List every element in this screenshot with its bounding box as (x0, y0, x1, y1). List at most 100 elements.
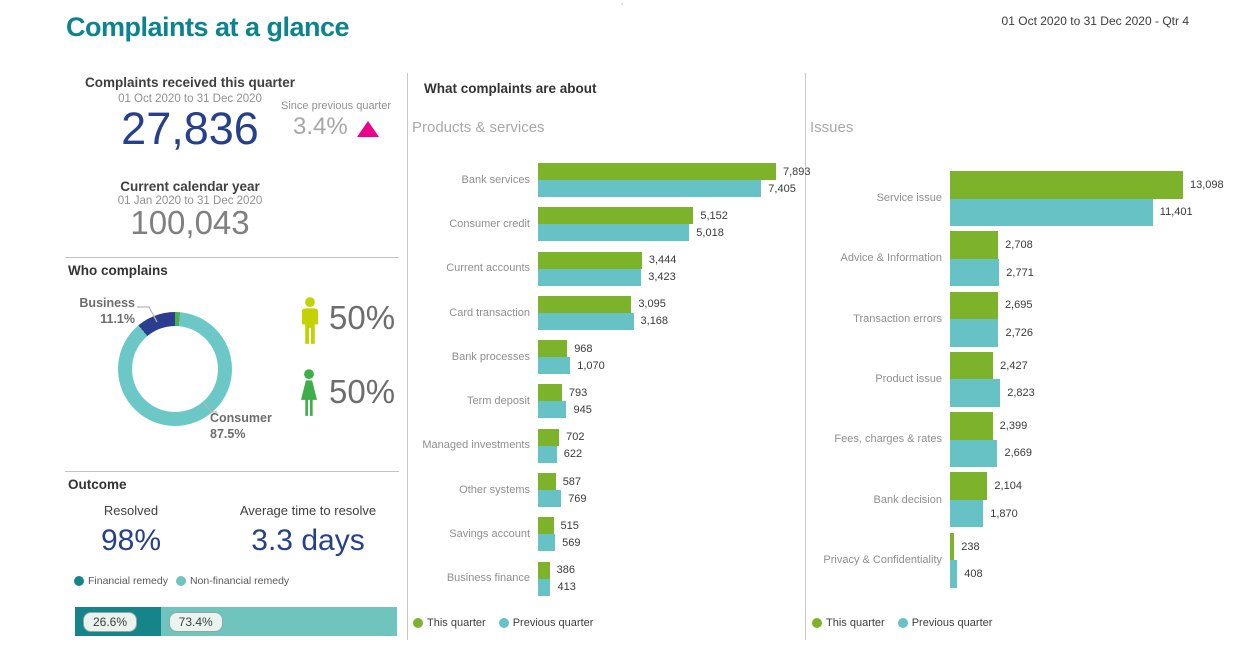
bar-this-quarter[interactable] (538, 340, 568, 358)
category-label: Business finance (446, 572, 530, 585)
value-label: 386 (556, 564, 575, 577)
divider-middle-right (805, 73, 806, 640)
value-label: 702 (566, 431, 585, 444)
nonfinancial-remedy-segment[interactable]: 73.4% (160, 607, 397, 636)
received-title: Complaints received this quarter (84, 75, 296, 90)
bar-previous-quarter[interactable] (950, 439, 998, 468)
bar-previous-quarter[interactable] (538, 534, 556, 552)
category-label: Term deposit (467, 395, 530, 408)
value-label: 569 (562, 536, 581, 549)
female-icon (301, 369, 317, 416)
bar-previous-quarter[interactable] (538, 357, 571, 375)
financial-remedy-dot-icon (74, 576, 84, 586)
category-label: Bank decision (873, 493, 943, 506)
bar-this-quarter[interactable] (538, 163, 776, 180)
bar-this-quarter[interactable] (950, 412, 993, 440)
products-services-chart: Bank services 7,893 7,405 Consumer credit 5,… (413, 163, 811, 606)
bar-row: Term deposit 793 945 (413, 384, 803, 419)
value-label: 3,095 (638, 298, 666, 311)
value-label: 5,018 (696, 226, 724, 239)
bar-row: Transaction errors 2,695 2,726 (812, 291, 1242, 347)
category-label: Other systems (459, 483, 530, 496)
bar-this-quarter[interactable] (950, 291, 998, 320)
value-label: 968 (574, 342, 593, 355)
bar-row: Bank processes 968 1,070 (413, 340, 803, 375)
bar-this-quarter[interactable] (538, 561, 550, 579)
bar-this-quarter[interactable] (538, 517, 554, 535)
divider-who-outcome (65, 471, 399, 472)
avg-time-value: 3.3 days (251, 524, 365, 557)
previous-quarter-dot-icon (897, 618, 908, 628)
business-segment-label: Business 11.1% (58, 296, 135, 327)
bar-previous-quarter[interactable] (538, 401, 567, 419)
issues-subtitle: Issues (810, 119, 854, 136)
value-label: 769 (568, 492, 587, 505)
bar-previous-quarter[interactable] (950, 560, 958, 588)
what-complaints-title: What complaints are about (424, 81, 597, 96)
value-label: 1,070 (577, 359, 605, 372)
bar-this-quarter[interactable] (950, 231, 999, 259)
bar-this-quarter[interactable] (950, 171, 1183, 199)
bar-this-quarter[interactable] (950, 472, 988, 500)
legend-this-quarter[interactable]: This quarter (413, 617, 486, 629)
value-label: 793 (568, 386, 588, 399)
legend-previous-quarter[interactable]: Previous quarter (897, 617, 992, 629)
who-complains-donut[interactable] (118, 312, 232, 426)
category-label: Bank processes (451, 350, 530, 363)
value-label: 2,708 (1005, 239, 1033, 252)
category-label: Consumer credit (449, 217, 530, 230)
bar-previous-quarter[interactable] (538, 445, 557, 463)
value-label: 3,168 (640, 315, 669, 328)
category-label: Savings account (449, 528, 530, 541)
financial-remedy-segment[interactable]: 26.6% (75, 607, 161, 636)
category-label: Bank services (461, 173, 530, 186)
since-previous-label: Since previous quarter (281, 100, 392, 112)
bar-previous-quarter[interactable] (538, 490, 562, 508)
issues-chart: Service issue 13,098 11,401 Advice & Inform… (812, 171, 1242, 593)
legend-nonfinancial-remedy[interactable]: Non-financial remedy (175, 575, 289, 587)
this-quarter-label: This quarter (427, 617, 486, 629)
bar-previous-quarter[interactable] (538, 312, 634, 330)
bar-row: Bank services 7,893 7,405 (413, 163, 811, 197)
legend-financial-remedy[interactable]: Financial remedy (74, 575, 168, 587)
bar-this-quarter[interactable] (538, 428, 560, 446)
bar-this-quarter[interactable] (538, 384, 562, 402)
bar-this-quarter[interactable] (538, 251, 642, 269)
consumer-pct: 87.5% (210, 426, 246, 441)
bar-this-quarter[interactable] (538, 295, 632, 313)
bar-this-quarter[interactable] (538, 207, 694, 225)
avg-time-label: Average time to resolve (239, 503, 377, 518)
bar-this-quarter[interactable] (538, 473, 556, 491)
bar-previous-quarter[interactable] (538, 268, 642, 286)
category-label: Managed investments (422, 439, 530, 452)
bar-previous-quarter[interactable] (950, 198, 1153, 226)
this-quarter-label: This quarter (826, 617, 885, 629)
previous-quarter-label: Previous quarter (512, 617, 594, 629)
legend-previous-quarter[interactable]: Previous quarter (498, 617, 594, 629)
bar-previous-quarter[interactable] (538, 180, 762, 197)
bar-previous-quarter[interactable] (950, 319, 999, 347)
bar-previous-quarter[interactable] (538, 224, 690, 242)
resolved-label: Resolved (103, 503, 159, 518)
bar-this-quarter[interactable] (950, 351, 994, 380)
value-label: 7,405 (768, 182, 796, 195)
received-value: 27,836 (121, 103, 259, 154)
bar-row: Current accounts 3,444 3,423 (413, 251, 803, 286)
category-label: Service issue (876, 192, 942, 205)
bar-previous-quarter[interactable] (950, 499, 984, 528)
bar-previous-quarter[interactable] (950, 379, 1001, 407)
value-label: 945 (573, 403, 592, 416)
page-title: Complaints at a glance (66, 12, 350, 42)
received-period: 01 Oct 2020 to 31 Dec 2020 (118, 93, 262, 105)
value-label: 2,823 (1007, 387, 1035, 400)
bar-previous-quarter[interactable] (538, 578, 551, 596)
this-quarter-dot-icon (812, 618, 822, 628)
bar-this-quarter[interactable] (950, 532, 955, 561)
nonfinancial-remedy-dot-icon (175, 576, 186, 586)
report-period: 01 Oct 2020 to 31 Dec 2020 - Qtr 4 (1001, 14, 1189, 28)
legend-this-quarter[interactable]: This quarter (812, 617, 885, 629)
issues-chart-legend: This quarter Previous quarter (812, 617, 992, 629)
since-previous-value: 3.4% (293, 113, 348, 140)
bar-previous-quarter[interactable] (950, 258, 1000, 287)
